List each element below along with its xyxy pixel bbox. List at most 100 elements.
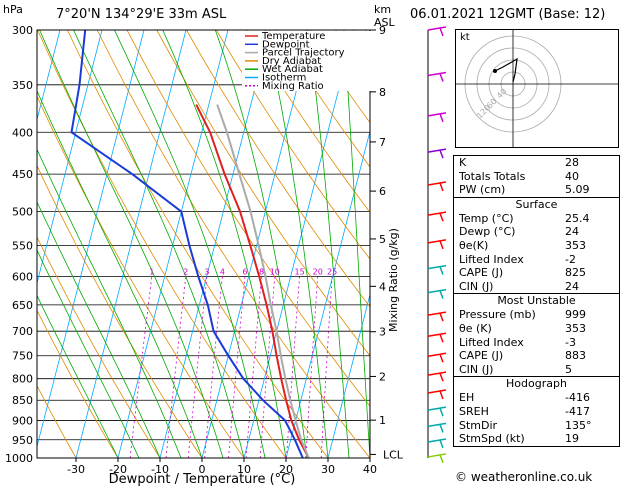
height-unit-asl: ASL	[374, 16, 395, 29]
x-tick-label: -10	[151, 463, 169, 476]
dry-adiabat-line	[37, 95, 245, 458]
row-value: 825	[565, 266, 586, 280]
wind-barb-flag	[439, 240, 444, 250]
legend-entry: Mixing Ratio	[262, 81, 324, 92]
wet-adiabat-line	[73, 30, 245, 458]
km-tick-label: 8	[379, 86, 386, 99]
hodograph-trace	[494, 57, 518, 83]
row-value: -3	[565, 335, 576, 349]
height-unit-km: km	[374, 3, 392, 16]
isotherm-line	[327, 292, 370, 458]
wind-barb	[427, 264, 447, 270]
legend-box	[242, 31, 372, 91]
y-tick-label: 400	[12, 126, 33, 139]
wind-barb-flag	[439, 27, 444, 37]
wind-barb-flag	[439, 390, 444, 400]
table-row: SREH -417	[454, 405, 619, 419]
mixing-ratio-label: 6	[242, 267, 247, 276]
datetime-title: 06.01.2021 12GMT (Base: 12)	[410, 7, 606, 22]
wet-adiabat-line	[37, 249, 140, 458]
surface-title: Surface	[515, 197, 558, 211]
wind-barb	[427, 26, 447, 31]
wind-barb-flag	[439, 113, 444, 123]
y-tick-label: 1000	[5, 452, 33, 465]
wind-barb	[427, 422, 447, 428]
wind-barb-flag	[439, 424, 444, 433]
y-tick-label: 550	[12, 239, 33, 252]
wind-barb-flag	[439, 73, 444, 82]
y-tick-label: 800	[12, 373, 33, 386]
km-tick-label: 9	[379, 24, 386, 37]
legend-entry: Temperature	[261, 31, 325, 42]
dewpoint-line	[70, 30, 304, 458]
row-label: θe (K)	[459, 321, 492, 335]
row-value: -416	[565, 391, 590, 405]
y-tick-label: 900	[12, 415, 33, 428]
row-value: -417	[565, 404, 590, 418]
x-tick-label: 10	[237, 463, 251, 476]
mixing-ratio-line	[165, 276, 187, 458]
x-tick-label: -30	[67, 463, 85, 476]
wind-barb	[427, 71, 447, 77]
isotherm-line	[201, 30, 313, 458]
row-label: CAPE (J)	[459, 266, 504, 280]
row-label: SREH	[459, 404, 489, 418]
wind-barb-flag	[439, 407, 444, 417]
wind-barb-flag	[439, 149, 444, 159]
wind-barb-flag	[439, 266, 444, 275]
wind-barb	[427, 112, 447, 117]
legend-entry: Wet Adiabat	[262, 64, 323, 75]
mixing-ratio-label: 4	[220, 267, 225, 276]
dry-adiabat-line	[37, 309, 119, 458]
y-tick-label: 950	[12, 434, 33, 447]
wind-barb-flag	[439, 333, 444, 343]
most-unstable-title: Most Unstable	[497, 294, 576, 308]
km-tick-label: 1	[379, 414, 386, 427]
table-row: CIN (J) 24	[454, 280, 619, 294]
mixing-ratio-label: 20	[313, 267, 323, 276]
wind-barb-flag	[439, 439, 444, 449]
hodograph-point	[493, 69, 497, 73]
wind-barb	[427, 211, 447, 216]
wind-barb	[427, 371, 447, 376]
row-value: 5	[565, 362, 572, 376]
mixing-ratio-label: 3	[204, 267, 209, 276]
wind-barb	[427, 239, 447, 244]
row-value: 883	[565, 349, 586, 363]
table-row: θe (K) 353	[454, 322, 619, 336]
row-label: Pressure (mb)	[459, 308, 536, 322]
table-row: Lifted Index -3	[454, 336, 619, 350]
table-row: EH -416	[454, 391, 619, 405]
isotherm-line	[159, 30, 271, 458]
table-row: K 28	[454, 156, 619, 170]
y-tick-label: 850	[12, 394, 33, 407]
copyright-footer: © weatheronline.co.uk	[455, 470, 593, 484]
row-value: 25.4	[565, 211, 590, 225]
x-tick-label: -20	[109, 463, 127, 476]
wind-barb	[427, 311, 447, 316]
y-tick-label: 600	[12, 270, 33, 283]
row-value: 24	[565, 225, 579, 239]
wet-adiabat-line	[214, 30, 308, 458]
wind-barb-flag	[439, 454, 444, 464]
legend-entry: Parcel Trajectory	[262, 48, 345, 59]
table-row: PW (cm) 5.09	[454, 183, 619, 197]
dry-adiabat-line	[156, 30, 370, 357]
table-row: θe(K) 353	[454, 239, 619, 253]
wet-adiabat-line	[37, 89, 203, 458]
y-tick-label: 650	[12, 299, 33, 312]
wind-barb	[427, 181, 447, 186]
dry-adiabat-line	[67, 30, 329, 458]
row-value: 999	[565, 308, 586, 322]
row-label: PW (cm)	[459, 183, 506, 197]
mixing-ratio-line	[187, 276, 208, 458]
table-row: CIN (J) 5	[454, 363, 619, 377]
row-value: 353	[565, 321, 586, 335]
wind-barb	[427, 406, 447, 411]
table-row: Temp (°C) 25.4	[454, 212, 619, 226]
y-tick-label: 700	[12, 325, 33, 338]
table-row: Lifted Index -2	[454, 253, 619, 267]
legend-entry: Dewpoint	[262, 39, 310, 50]
row-label: Lifted Index	[459, 252, 524, 266]
wind-barb-flag	[439, 372, 444, 382]
